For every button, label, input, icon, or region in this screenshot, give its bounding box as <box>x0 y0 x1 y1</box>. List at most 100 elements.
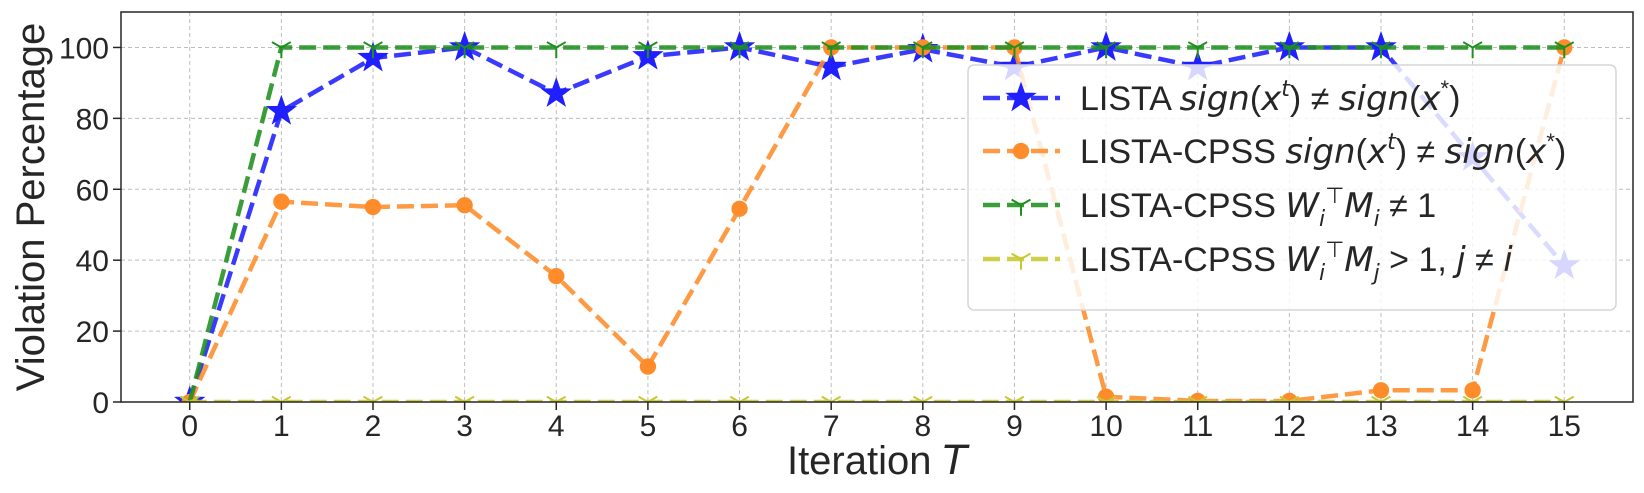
series-3-point-10 <box>1096 395 1116 402</box>
legend-label-0-part-5: ) ≠ <box>1290 80 1339 118</box>
legend-label-0-part-9: * <box>1441 76 1450 101</box>
x-tick-label-1: 1 <box>273 410 290 443</box>
x-tick-label-8: 8 <box>914 410 931 443</box>
x-tick-label-9: 9 <box>1006 410 1023 443</box>
legend-item-2: LISTA-CPSS Wi⊤Mi ≠ 1 <box>983 183 1436 232</box>
legend-label-0-part-4: t <box>1281 77 1291 102</box>
series-3-point-2 <box>363 395 383 402</box>
legend-label-1-part-9: * <box>1546 129 1555 154</box>
y-tick-label-4: 80 <box>76 103 109 136</box>
series-2-point-13 <box>1371 41 1391 59</box>
series-3-point-8 <box>912 395 933 402</box>
y-tick-label-3: 60 <box>76 174 109 207</box>
y-tick-label-5: 100 <box>59 32 109 65</box>
legend-label-1-part-8: x <box>1525 132 1547 172</box>
x-tick-label-15: 15 <box>1548 410 1581 443</box>
plot-frame <box>120 11 1634 403</box>
x-tick-label-2: 2 <box>365 410 382 443</box>
legend-label-1-part-7: ( <box>1515 133 1527 171</box>
legend-label-1-part-3: x <box>1366 132 1388 172</box>
legend-label-0-part-6: sign <box>1339 79 1409 119</box>
x-axis-label: Iteration T <box>787 438 971 484</box>
series-1-point-2 <box>364 198 382 216</box>
legend-label-3-part-3: ⊤ <box>1325 237 1344 262</box>
series-2-point-4 <box>546 41 567 59</box>
legend-label-0-part-7: ( <box>1409 80 1421 118</box>
legend-label-3-part-4: M <box>1344 240 1373 280</box>
legend-label-1: LISTA-CPSS sign(xt) ≠ sign(x*) <box>1080 129 1566 172</box>
legend-label-1-part-1: sign <box>1285 132 1355 172</box>
series-1-point-5 <box>639 358 657 375</box>
legend-label-0-part-10: ) <box>1449 80 1460 118</box>
x-tick-label-13: 13 <box>1364 410 1397 443</box>
series-1-point-14 <box>1464 382 1481 399</box>
x-tick-label-7: 7 <box>823 410 840 443</box>
series-0-point-4 <box>540 77 572 107</box>
legend-label-1-part-5: ) ≠ <box>1396 133 1445 171</box>
y-tick-label-2: 40 <box>76 245 109 278</box>
legend-label-3-part-7: j <box>1452 240 1466 280</box>
legend-label-0-part-2: ( <box>1250 80 1262 118</box>
series-2-point-11 <box>1187 41 1208 59</box>
series-2-point-8 <box>912 41 933 59</box>
legend-swatch-marker-3 <box>1011 252 1031 270</box>
legend-label-3-part-5: j <box>1371 261 1381 286</box>
legend-label-3: LISTA-CPSS Wi⊤Mj > 1, j ≠ i <box>1080 237 1513 286</box>
legend-item-3: LISTA-CPSS Wi⊤Mj > 1, j ≠ i <box>983 237 1513 286</box>
series-3-point-9 <box>1004 395 1025 402</box>
x-axis-label-text: Iteration <box>787 439 932 483</box>
series-1-point-4 <box>548 267 565 285</box>
legend-label-1-part-4: t <box>1387 130 1397 155</box>
series-layer <box>174 30 1580 402</box>
series-3-point-4 <box>546 395 567 402</box>
legend-swatch-marker-2 <box>1011 198 1031 216</box>
series-2-point-10 <box>1096 41 1116 59</box>
legend-label-2-part-3: ⊤ <box>1325 183 1344 208</box>
series-0-point-1 <box>265 94 298 125</box>
legend-label-3-part-1: W <box>1285 240 1320 280</box>
series-3-point-3 <box>454 395 475 402</box>
series-3-point-14 <box>1462 395 1483 402</box>
legend-swatch-marker-0 <box>1005 81 1037 112</box>
x-axis-ticks: 0 1 2 3 4 5 6 7 8 9 10 11 12 13 14 15 <box>181 402 1581 443</box>
x-tick-label-3: 3 <box>456 410 473 443</box>
series-3-point-5 <box>638 395 658 402</box>
series-1-point-13 <box>1372 382 1390 399</box>
series-2-point-12 <box>1279 41 1300 59</box>
legend-label-3-part-8: ≠ <box>1466 241 1504 279</box>
legend-label-0-part-8: x <box>1419 79 1441 119</box>
series-3-point-15 <box>1554 395 1575 402</box>
series-3-point-0 <box>179 395 200 402</box>
legend-label-0-part-3: x <box>1260 79 1282 119</box>
series-1-point-3 <box>456 197 473 214</box>
legend-label-2-part-0: LISTA-CPSS <box>1080 187 1285 225</box>
legend-label-3-part-6: > 1, <box>1380 241 1457 279</box>
legend-label-0-part-0: LISTA <box>1080 80 1180 118</box>
series-1-point-6 <box>731 200 748 217</box>
x-tick-label-10: 10 <box>1089 410 1122 443</box>
series-2-point-15 <box>1554 41 1575 59</box>
legend-item-0: LISTA sign(xt) ≠ sign(x*) <box>983 76 1460 119</box>
series-2-point-3 <box>454 41 475 59</box>
x-tick-label-0: 0 <box>181 410 198 443</box>
series-2-point-2 <box>363 41 383 59</box>
y-tick-label-0: 0 <box>92 387 109 420</box>
legend-label-2-part-2: i <box>1319 207 1325 232</box>
x-tick-label-12: 12 <box>1273 410 1306 443</box>
legend-label-0-part-1: sign <box>1180 79 1250 119</box>
series-2-point-7 <box>821 41 842 59</box>
series-3-point-13 <box>1371 395 1391 402</box>
legend-label-1-part-10: ) <box>1555 133 1566 171</box>
series-2-point-5 <box>638 41 658 59</box>
legend-swatch-marker-1 <box>1012 142 1030 160</box>
legend-label-2-part-6: ≠ 1 <box>1380 187 1436 225</box>
series-3 <box>179 395 1575 402</box>
legend-label-2-part-1: W <box>1285 186 1320 226</box>
series-1-point-1 <box>273 193 290 210</box>
legend: LISTA sign(xt) ≠ sign(x*)LISTA-CPSS sign… <box>967 64 1617 311</box>
y-axis-ticks: 0 20 40 60 80 100 <box>59 32 121 420</box>
legend-label-2-part-5: i <box>1374 207 1380 232</box>
series-2-line <box>187 45 1565 402</box>
legend-item-1: LISTA-CPSS sign(xt) ≠ sign(x*) <box>983 129 1566 172</box>
